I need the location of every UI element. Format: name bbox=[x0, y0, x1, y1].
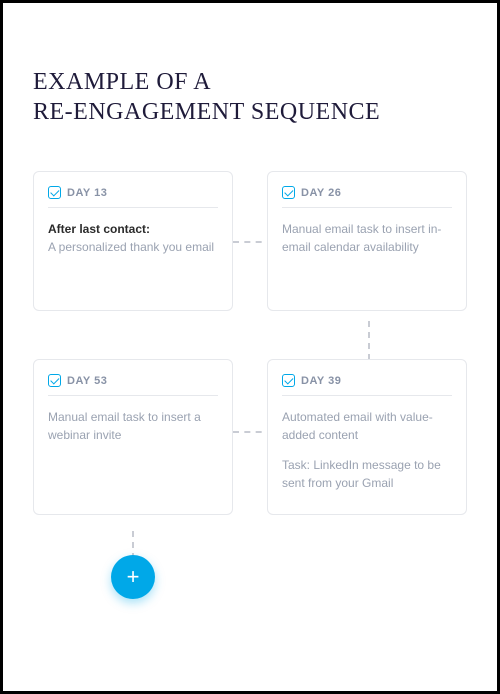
body-text-2: Task: LinkedIn message to be sent from y… bbox=[282, 456, 452, 492]
check-icon bbox=[282, 186, 295, 199]
card-body: Automated email with value-added content… bbox=[282, 408, 452, 492]
card-header: DAY 26 bbox=[282, 186, 452, 208]
row-2: DAY 53 Manual email task to insert a web… bbox=[33, 359, 467, 515]
add-step-button[interactable]: + bbox=[111, 555, 155, 599]
sequence-grid: DAY 13 After last contact: A personalize… bbox=[33, 171, 467, 599]
card-header: DAY 13 bbox=[48, 186, 218, 208]
card-body: After last contact: A personalized thank… bbox=[48, 220, 218, 256]
page-title: EXAMPLE OF A RE-ENGAGEMENT SEQUENCE bbox=[33, 67, 467, 127]
day-label: DAY 26 bbox=[301, 187, 341, 199]
check-icon bbox=[48, 186, 61, 199]
day-label: DAY 13 bbox=[67, 187, 107, 199]
document-frame: EXAMPLE OF A RE-ENGAGEMENT SEQUENCE DAY … bbox=[0, 0, 500, 694]
day-label: DAY 39 bbox=[301, 375, 341, 387]
body-text: Manual email task to insert a webinar in… bbox=[48, 408, 218, 444]
card-day-39[interactable]: DAY 39 Automated email with value-added … bbox=[267, 359, 467, 515]
card-body: Manual email task to insert a webinar in… bbox=[48, 408, 218, 444]
body-text-1: Automated email with value-added content bbox=[282, 408, 452, 444]
plus-icon: + bbox=[127, 564, 140, 590]
card-day-13[interactable]: DAY 13 After last contact: A personalize… bbox=[33, 171, 233, 311]
card-header: DAY 53 bbox=[48, 374, 218, 396]
card-day-53[interactable]: DAY 53 Manual email task to insert a web… bbox=[33, 359, 233, 515]
body-text: A personalized thank you email bbox=[48, 240, 214, 254]
card-day-26[interactable]: DAY 26 Manual email task to insert in-em… bbox=[267, 171, 467, 311]
check-icon bbox=[282, 374, 295, 387]
lead-text: After last contact: bbox=[48, 222, 150, 236]
title-line-2: RE-ENGAGEMENT SEQUENCE bbox=[33, 99, 380, 125]
check-icon bbox=[48, 374, 61, 387]
day-label: DAY 53 bbox=[67, 375, 107, 387]
body-text: Manual email task to insert in-email cal… bbox=[282, 220, 452, 256]
title-line-1: EXAMPLE OF A bbox=[33, 69, 211, 95]
card-body: Manual email task to insert in-email cal… bbox=[282, 220, 452, 256]
card-header: DAY 39 bbox=[282, 374, 452, 396]
